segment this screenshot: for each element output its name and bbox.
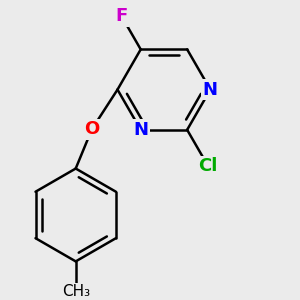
Text: Cl: Cl [198,157,218,175]
Text: CH₃: CH₃ [62,284,90,299]
Text: F: F [116,8,128,26]
Text: O: O [84,120,100,138]
Text: N: N [133,121,148,139]
Text: N: N [203,81,218,99]
